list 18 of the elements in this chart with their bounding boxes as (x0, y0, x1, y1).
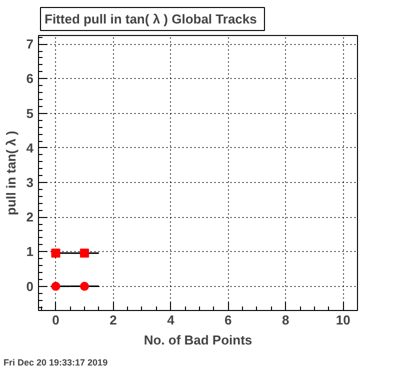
y-axis-title: pull in tan( λ ) (3, 130, 18, 216)
x-tick-label: 6 (224, 312, 232, 328)
y-tick-label: 7 (26, 36, 34, 52)
text: Fri Dec 20 19:33:17 2019 (4, 358, 108, 368)
y-tick-label: 4 (26, 140, 34, 156)
y-tick-label: 0 (26, 278, 34, 294)
x-tick-label: 10 (336, 312, 350, 328)
x-axis-title: No. of Bad Points (144, 332, 252, 348)
x-tick-label: 2 (110, 312, 117, 328)
x-tick-label: 4 (167, 312, 176, 328)
chart-title: Fitted pull in tan( λ ) Global Tracks (44, 12, 257, 26)
x-tick-label: 8 (282, 312, 290, 328)
x-tick-label: 0 (52, 312, 60, 328)
y-tick-label: 3 (26, 175, 34, 190)
y-tick-label: 2 (26, 210, 34, 225)
y-tick-label: 1 (26, 244, 34, 260)
y-tick-label: 6 (26, 71, 34, 86)
y-tick-label: 5 (26, 106, 34, 121)
